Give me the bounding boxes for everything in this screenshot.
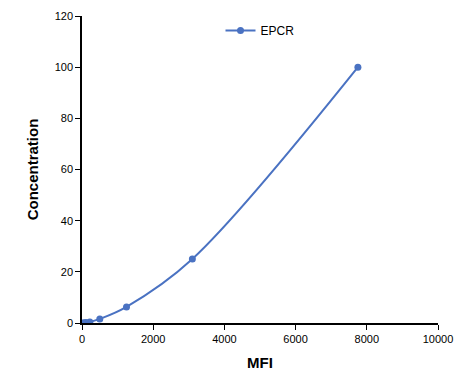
svg-text:120: 120 xyxy=(55,10,73,22)
svg-text:8000: 8000 xyxy=(355,333,379,345)
svg-text:10000: 10000 xyxy=(423,333,454,345)
svg-text:EPCR: EPCR xyxy=(261,24,295,38)
svg-text:0: 0 xyxy=(79,333,85,345)
svg-text:100: 100 xyxy=(55,61,73,73)
svg-text:60: 60 xyxy=(61,163,73,175)
svg-text:4000: 4000 xyxy=(212,333,236,345)
svg-text:20: 20 xyxy=(61,266,73,278)
svg-text:MFI: MFI xyxy=(247,354,273,371)
svg-text:6000: 6000 xyxy=(283,333,307,345)
svg-text:0: 0 xyxy=(67,317,73,329)
svg-text:80: 80 xyxy=(61,112,73,124)
svg-text:2000: 2000 xyxy=(141,333,165,345)
svg-text:40: 40 xyxy=(61,215,73,227)
svg-text:Concentration: Concentration xyxy=(24,119,41,221)
